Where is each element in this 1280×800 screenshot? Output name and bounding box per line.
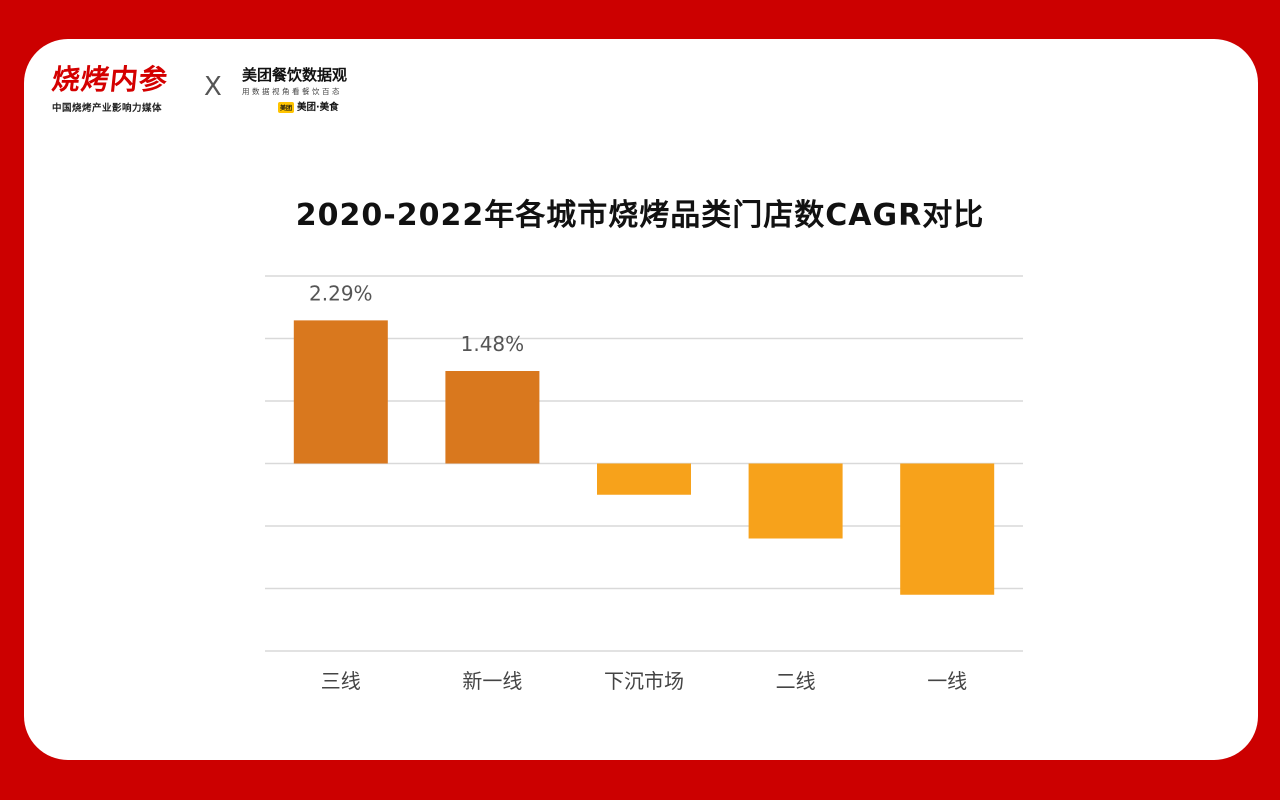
bar-4 bbox=[748, 463, 843, 539]
logo-separator: X bbox=[204, 72, 222, 102]
partner-brand: 美团 美团·美食 bbox=[278, 99, 392, 113]
x-tick-label: 一线 bbox=[927, 669, 967, 693]
data-label: 1.48% bbox=[461, 332, 525, 356]
bar-3 bbox=[597, 463, 691, 495]
data-label: 2.29% bbox=[309, 281, 373, 305]
logo-shaokao-neican: 烧烤内参 中国烧烤产业影响力媒体 bbox=[50, 63, 192, 114]
x-tick-label: 下沉市场 bbox=[604, 669, 684, 693]
partner-name: 美团餐饮数据观 bbox=[242, 66, 348, 84]
x-tick-label: 三线 bbox=[321, 669, 361, 693]
chart-title: 2020-2022年各城市烧烤品类门店数CAGR对比 bbox=[295, 198, 985, 233]
bar-1 bbox=[293, 320, 388, 464]
logo-meituan-data: 美团餐饮数据观 用数据视角看餐饮百态 美团 美团·美食 bbox=[242, 66, 392, 113]
logo-tagline: 中国烧烤产业影响力媒体 bbox=[52, 103, 163, 114]
partner-brand-text: 美团·美食 bbox=[297, 102, 339, 113]
bar-5 bbox=[900, 463, 995, 595]
content-card bbox=[24, 39, 1258, 760]
x-tick-label: 二线 bbox=[776, 669, 816, 693]
partner-tagline: 用数据视角看餐饮百态 bbox=[242, 87, 342, 96]
x-tick-label: 新一线 bbox=[462, 669, 522, 693]
bar-2 bbox=[445, 371, 540, 464]
meituan-badge-icon: 美团 bbox=[278, 102, 295, 113]
